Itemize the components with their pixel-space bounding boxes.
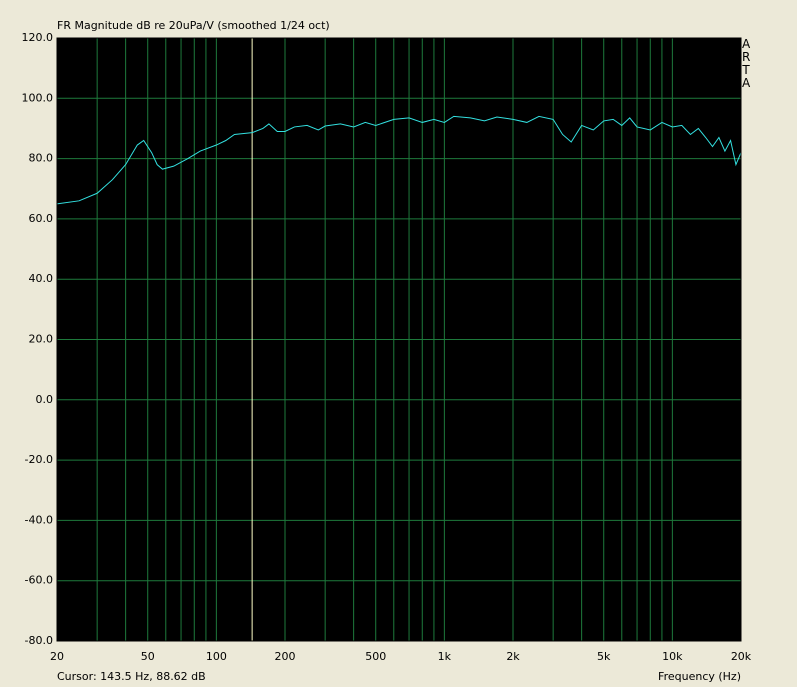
y-tick-label: 40.0 xyxy=(29,272,54,285)
x-tick-label: 10k xyxy=(662,650,683,663)
y-tick-label: -40.0 xyxy=(25,513,53,526)
y-tick-label: 0.0 xyxy=(36,393,54,406)
x-tick-label: 2k xyxy=(506,650,520,663)
y-tick-label: 120.0 xyxy=(22,31,54,44)
x-tick-label: 500 xyxy=(365,650,386,663)
y-tick-label: 20.0 xyxy=(29,333,54,346)
y-tick-label: 60.0 xyxy=(29,212,54,225)
response-curve xyxy=(56,115,742,205)
x-tick-label: 20k xyxy=(731,650,752,663)
plot-border xyxy=(56,37,742,642)
y-tick-label: 80.0 xyxy=(29,152,54,165)
x-tick-label: 20 xyxy=(50,650,64,663)
x-tick-label: 100 xyxy=(206,650,227,663)
x-tick-label: 1k xyxy=(438,650,452,663)
y-tick-label: -60.0 xyxy=(25,574,53,587)
x-tick-label: 50 xyxy=(141,650,155,663)
x-tick-label: 200 xyxy=(275,650,296,663)
y-tick-label: 100.0 xyxy=(22,91,54,104)
brand: ARTA xyxy=(742,37,751,90)
chart-title: FR Magnitude dB re 20uPa/V (smoothed 1/2… xyxy=(57,19,330,32)
x-tick-label: 5k xyxy=(597,650,611,663)
y-tick-label: -20.0 xyxy=(25,453,53,466)
y-tick-label: -80.0 xyxy=(25,634,53,647)
cursor-readout: Cursor: 143.5 Hz, 88.62 dB xyxy=(57,670,206,683)
x-axis-label: Frequency (Hz) xyxy=(658,670,741,683)
